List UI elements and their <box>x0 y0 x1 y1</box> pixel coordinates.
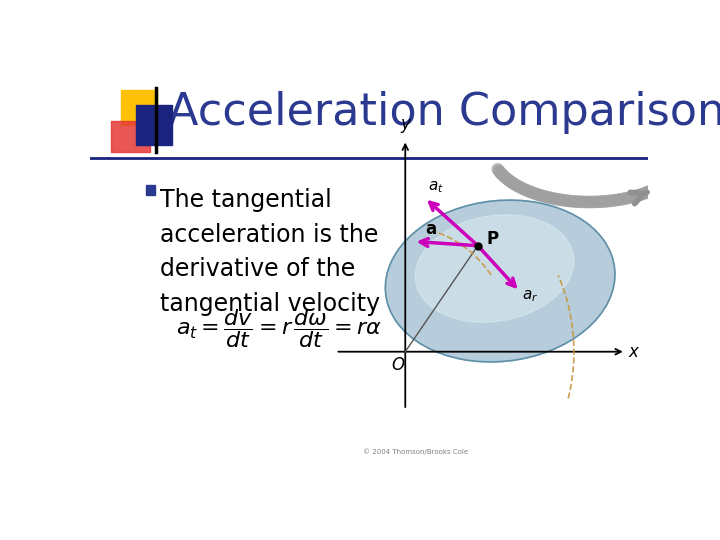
Bar <box>111 121 150 152</box>
Text: $a_t$: $a_t$ <box>428 179 444 195</box>
Bar <box>136 105 172 145</box>
Text: $a_t = \dfrac{dv}{dt} = r\,\dfrac{d\omega}{dt} = r\alpha$: $a_t = \dfrac{dv}{dt} = r\,\dfrac{d\omeg… <box>176 307 382 350</box>
Text: x: x <box>629 343 639 361</box>
Ellipse shape <box>385 200 615 362</box>
Bar <box>145 185 155 195</box>
Text: © 2004 Thomson/Brooks Cole: © 2004 Thomson/Brooks Cole <box>364 448 469 455</box>
Text: P: P <box>487 230 499 248</box>
Ellipse shape <box>415 215 574 322</box>
Text: $\mathbf{a}$: $\mathbf{a}$ <box>425 220 436 238</box>
Text: The tangential
acceleration is the
derivative of the
tangential velocity: The tangential acceleration is the deriv… <box>160 188 380 316</box>
Text: y: y <box>400 115 410 133</box>
Text: O: O <box>392 356 405 374</box>
Text: Acceleration Comparison: Acceleration Comparison <box>168 91 720 134</box>
Text: $a_r$: $a_r$ <box>523 289 539 305</box>
Bar <box>121 90 157 125</box>
